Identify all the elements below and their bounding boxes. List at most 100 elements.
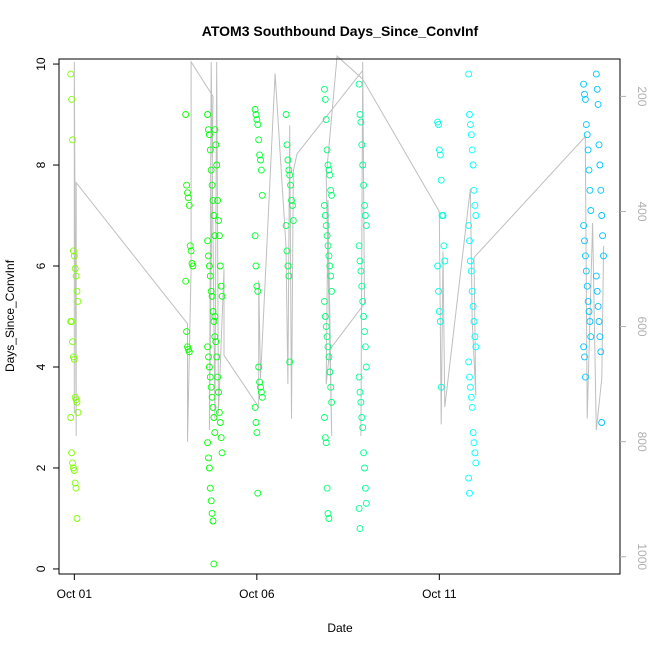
data-point bbox=[184, 194, 192, 202]
data-point bbox=[252, 111, 260, 118]
data-point bbox=[598, 212, 606, 219]
data-point bbox=[360, 313, 368, 320]
data-point bbox=[597, 186, 605, 194]
data-point bbox=[439, 212, 447, 219]
data-point bbox=[189, 262, 197, 270]
data-point bbox=[361, 484, 369, 492]
data-point bbox=[360, 449, 368, 457]
data-point bbox=[596, 161, 604, 169]
data-point bbox=[211, 429, 219, 437]
data-point bbox=[282, 111, 290, 118]
data-point bbox=[321, 95, 329, 103]
data-point bbox=[67, 70, 75, 78]
data-point bbox=[356, 388, 364, 396]
data-point bbox=[254, 121, 262, 129]
data-point bbox=[355, 242, 363, 250]
data-point bbox=[328, 287, 336, 295]
data-point bbox=[596, 333, 604, 341]
data-point bbox=[581, 353, 588, 361]
data-point bbox=[71, 479, 79, 487]
y-tick-label: 4 bbox=[34, 363, 48, 370]
data-point bbox=[70, 252, 78, 260]
data-point bbox=[216, 262, 224, 270]
data-point bbox=[437, 176, 445, 184]
data-point bbox=[434, 262, 442, 270]
data-point bbox=[584, 146, 592, 154]
data-point bbox=[184, 189, 191, 197]
data-point bbox=[322, 116, 330, 124]
data-point bbox=[323, 484, 331, 492]
data-point bbox=[207, 383, 215, 391]
y-axis-right: 200 400 600 800 1000 bbox=[620, 86, 649, 570]
data-point bbox=[355, 504, 363, 512]
data-point bbox=[587, 207, 595, 214]
data-point bbox=[469, 429, 477, 437]
y2-tick-label: 400 bbox=[635, 201, 649, 221]
chart-title: ATOM3 Southbound Days_Since_ConvInf bbox=[202, 23, 479, 39]
data-point bbox=[361, 328, 368, 336]
data-point bbox=[252, 419, 260, 426]
data-point bbox=[595, 141, 603, 149]
y2-tick-label: 200 bbox=[635, 86, 649, 106]
data-point bbox=[253, 282, 261, 290]
data-point bbox=[435, 287, 442, 295]
data-point bbox=[466, 383, 474, 391]
data-point bbox=[256, 378, 264, 386]
data-point bbox=[359, 161, 367, 169]
data-point bbox=[356, 111, 364, 118]
data-point bbox=[257, 388, 265, 396]
data-point bbox=[357, 398, 365, 406]
data-point bbox=[211, 313, 219, 320]
data-point bbox=[72, 484, 80, 492]
data-point bbox=[437, 383, 445, 391]
data-point bbox=[321, 212, 329, 219]
data-point bbox=[321, 434, 329, 442]
data-point bbox=[67, 414, 75, 421]
data-point bbox=[217, 434, 225, 442]
data-point bbox=[326, 171, 334, 179]
data-point bbox=[356, 257, 364, 265]
data-point bbox=[469, 161, 477, 169]
data-point bbox=[257, 383, 264, 391]
data-point bbox=[208, 393, 216, 401]
data-point bbox=[287, 181, 295, 189]
data-point bbox=[327, 272, 335, 280]
data-point bbox=[580, 343, 588, 351]
data-point bbox=[593, 287, 601, 295]
data-point bbox=[218, 449, 226, 457]
data-point bbox=[325, 353, 333, 361]
data-point bbox=[282, 222, 290, 230]
data-point bbox=[285, 272, 293, 280]
data-point bbox=[218, 292, 226, 300]
data-point bbox=[465, 474, 473, 482]
data-point bbox=[214, 196, 222, 204]
data-point bbox=[600, 252, 607, 260]
data-point bbox=[72, 272, 80, 280]
data-point bbox=[468, 403, 476, 411]
data-point bbox=[465, 70, 473, 78]
data-point bbox=[251, 403, 259, 411]
data-points-layer bbox=[67, 70, 607, 568]
data-point bbox=[466, 111, 473, 118]
data-point bbox=[70, 467, 78, 474]
data-point bbox=[326, 262, 334, 270]
data-point bbox=[209, 196, 217, 204]
data-point bbox=[471, 333, 479, 341]
data-point bbox=[472, 212, 480, 219]
data-point bbox=[212, 338, 220, 346]
data-point bbox=[581, 252, 589, 260]
data-point bbox=[358, 414, 366, 421]
data-point bbox=[183, 328, 191, 336]
data-point bbox=[322, 222, 330, 230]
data-point bbox=[360, 181, 368, 189]
data-point bbox=[357, 267, 365, 275]
data-point bbox=[470, 318, 478, 325]
data-point bbox=[209, 517, 217, 525]
y2-tick-label: 800 bbox=[635, 432, 649, 452]
data-point bbox=[362, 222, 370, 230]
data-point bbox=[583, 282, 591, 290]
data-point bbox=[207, 166, 215, 174]
x-axis-label: Date bbox=[327, 621, 353, 635]
data-point bbox=[182, 111, 190, 118]
